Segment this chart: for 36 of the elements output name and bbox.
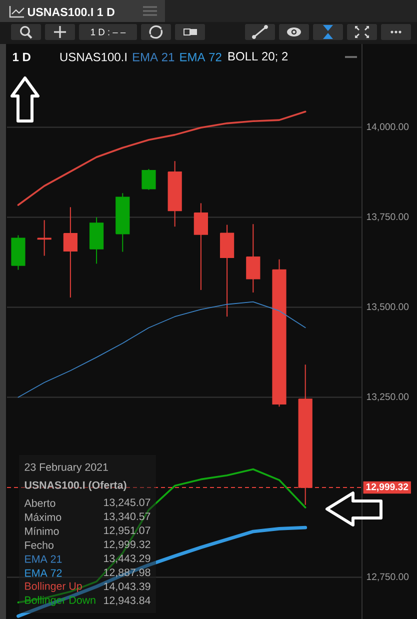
text: EMA 72 [180,52,222,62]
annotation: 13,245.07 [104,498,150,508]
annotation: 12,951.07 [104,526,150,536]
text: EMA 21 [133,52,174,62]
y-tick-label: 13,750.00 [366,213,409,222]
y-tick-label: 13,250.00 [366,393,409,402]
candlestick [63,206,78,298]
annotation: 23 February 2021 [24,463,108,473]
y-tick-label: 14,000.00 [366,123,409,132]
text: 1 D : – – [91,28,126,36]
line-series [17,110,306,206]
text: EMA 72 [25,569,62,577]
annotation: USNAS100.I (Oferta) [24,481,126,491]
annotation: Máximo [25,513,62,521]
y-tick-label: 12,750.00 [366,573,409,582]
line-series [18,301,306,398]
text: EMA 21 [25,555,62,563]
annotation: 12,943.84 [104,596,150,606]
annotation: Mínimo [25,527,59,535]
ref-line-label: 12,999.32 [366,483,408,492]
annotation: 1 D [13,52,30,62]
annotation: 13,443.29 [104,554,150,564]
annotation: Aberto [24,499,56,507]
candlestick [194,202,208,290]
candlestick [246,224,260,293]
annotation: BOLL 20; 2 [228,52,288,62]
annotation: Fecho [25,541,54,549]
annotation: 14,043.39 [104,582,150,592]
candlestick [142,168,156,190]
annotation: 13,340.57 [104,512,150,522]
chart-title: USNAS100.I 1 D [28,8,114,16]
text: Bollinger Up [25,582,82,592]
annotation: USNAS100.I [60,52,126,62]
annotation: 12,999.32 [104,540,150,550]
y-tick-label: 13,500.00 [366,303,409,312]
candlestick [37,220,52,256]
